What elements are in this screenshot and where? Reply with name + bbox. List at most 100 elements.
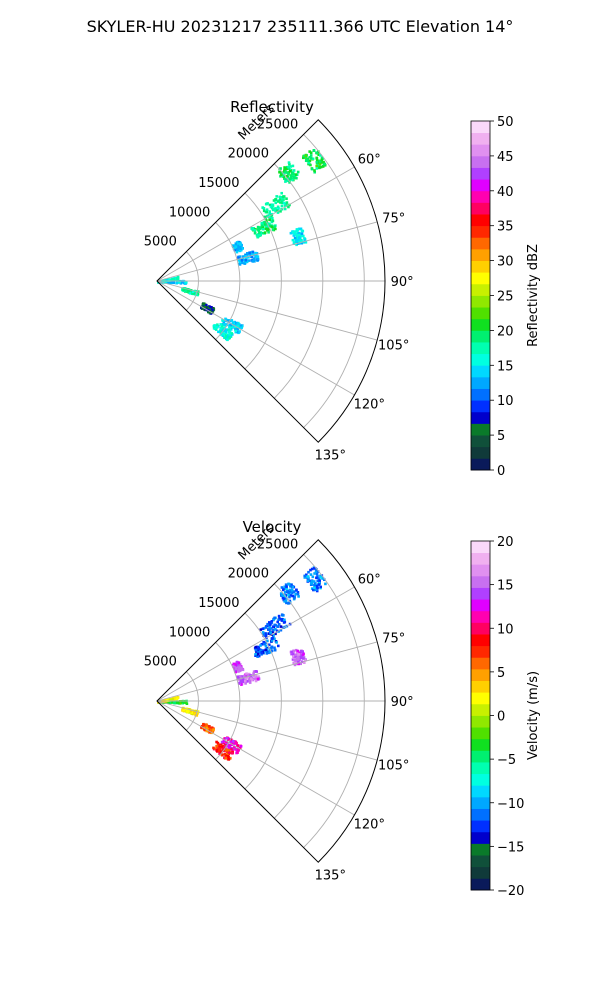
echo-gate bbox=[310, 167, 314, 171]
colorbar-swatch bbox=[471, 738, 490, 751]
echo-gate bbox=[240, 326, 243, 330]
echo-gate bbox=[247, 253, 251, 256]
echo-gate bbox=[243, 258, 246, 262]
echo-gate bbox=[303, 237, 306, 240]
echo-gate bbox=[231, 752, 234, 755]
echo-gate bbox=[280, 613, 284, 616]
colorbar-swatch bbox=[471, 820, 490, 833]
echo-gate bbox=[168, 698, 172, 701]
echo-gate bbox=[266, 214, 270, 218]
echo-gate bbox=[289, 165, 293, 168]
echo-gate bbox=[295, 588, 298, 592]
echo-gate bbox=[283, 585, 286, 589]
echo-gate bbox=[279, 175, 282, 178]
echo-gate bbox=[223, 748, 226, 752]
azimuth-tick-label: 105° bbox=[378, 338, 409, 353]
echo-gate bbox=[266, 622, 269, 626]
echo-gate bbox=[180, 700, 184, 703]
echo-gate bbox=[260, 651, 264, 655]
echo-gate bbox=[188, 292, 192, 295]
colorbar-swatch bbox=[471, 645, 490, 658]
echo-gate bbox=[233, 323, 236, 327]
echo-gate bbox=[306, 159, 309, 163]
echo-gate bbox=[290, 652, 293, 656]
echo-gate bbox=[312, 149, 316, 152]
echo-gate bbox=[282, 195, 286, 198]
echo-gate bbox=[313, 572, 316, 575]
echo-gate bbox=[230, 332, 233, 335]
echo-gate bbox=[211, 308, 214, 312]
echo-gate bbox=[246, 674, 250, 677]
echo-gate bbox=[287, 167, 290, 170]
echo-gate bbox=[202, 722, 205, 726]
echo-gate bbox=[283, 618, 286, 622]
echo-gate bbox=[219, 743, 222, 747]
echo-gate bbox=[317, 577, 321, 580]
echo-gate bbox=[274, 209, 277, 213]
echo-gate bbox=[313, 567, 316, 570]
echo-gate bbox=[171, 698, 174, 701]
echo-gate bbox=[240, 259, 244, 262]
echo-gate bbox=[279, 198, 282, 201]
echo-gate bbox=[318, 164, 321, 167]
echo-gate bbox=[256, 257, 260, 261]
echo-gate bbox=[189, 709, 193, 713]
echo-gate bbox=[300, 229, 304, 232]
echo-gate bbox=[268, 215, 271, 219]
echo-gate bbox=[259, 648, 263, 652]
echo-gate bbox=[292, 169, 296, 172]
echo-gate bbox=[227, 330, 231, 334]
colorbar-swatch bbox=[471, 750, 490, 763]
colorbar-tick-label: 10 bbox=[497, 622, 514, 637]
echo-gate bbox=[185, 280, 188, 284]
colorbar-swatch bbox=[471, 225, 490, 238]
azimuth-tick-label: 105° bbox=[378, 758, 409, 773]
echo-gate bbox=[279, 625, 283, 628]
echo-gate bbox=[247, 256, 250, 259]
echo-gate bbox=[254, 653, 257, 656]
echo-gate bbox=[236, 744, 240, 747]
echo-gate bbox=[214, 747, 217, 751]
echo-gate bbox=[298, 236, 301, 239]
echo-gate bbox=[299, 662, 302, 666]
echo-gate bbox=[292, 590, 296, 593]
colorbar-label: Velocity (m/s) bbox=[526, 671, 541, 760]
echo-gate bbox=[245, 680, 249, 683]
echo-gate bbox=[310, 582, 313, 585]
echo-gate bbox=[270, 627, 273, 630]
echo-gate bbox=[281, 197, 285, 200]
echo-gate bbox=[290, 588, 294, 592]
echo-gate bbox=[223, 336, 227, 339]
echo-gate bbox=[324, 582, 327, 586]
echo-gate bbox=[223, 328, 226, 331]
echo-gate bbox=[230, 748, 233, 751]
colorbar-swatch bbox=[471, 272, 490, 285]
echo-gate bbox=[243, 262, 246, 265]
echo-gate bbox=[282, 588, 285, 592]
echo-gate bbox=[315, 161, 319, 164]
echo-gate bbox=[228, 327, 231, 330]
echo-gate bbox=[315, 151, 318, 154]
echo-gate bbox=[176, 701, 180, 704]
echo-gate bbox=[206, 307, 210, 310]
echo-gate bbox=[200, 725, 204, 728]
echo-gate bbox=[274, 624, 278, 627]
echo-gate bbox=[280, 191, 283, 195]
azimuth-tick-label: 75° bbox=[382, 632, 405, 647]
echo-gate bbox=[316, 586, 319, 590]
echo-gate bbox=[310, 567, 314, 571]
echo-gate bbox=[294, 238, 298, 242]
echo-gate bbox=[205, 303, 208, 307]
colorbar-tick-label: −20 bbox=[497, 884, 524, 899]
echo-gate bbox=[314, 570, 318, 573]
echo-gate bbox=[212, 746, 215, 750]
echo-gate bbox=[296, 238, 300, 242]
echo-gate bbox=[273, 616, 276, 620]
echo-gate bbox=[254, 648, 258, 652]
echo-gate bbox=[243, 674, 246, 678]
range-tick-label: 10000 bbox=[169, 625, 210, 640]
azimuth-line bbox=[156, 280, 378, 341]
echo-gate bbox=[270, 639, 274, 642]
echo-gate bbox=[218, 747, 222, 750]
